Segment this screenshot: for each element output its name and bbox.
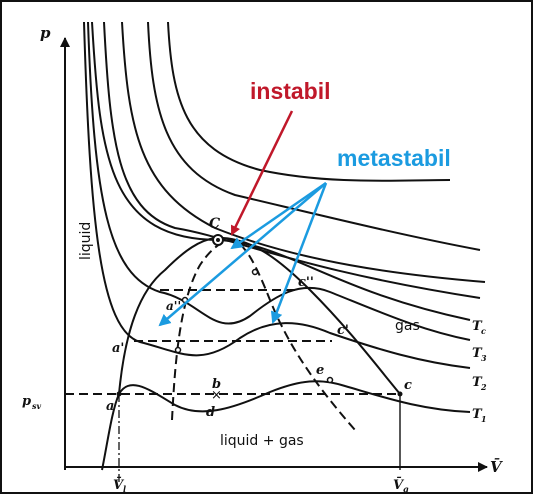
label-C: C xyxy=(209,216,220,232)
label-c: c xyxy=(404,378,412,393)
svg-text:p: p xyxy=(22,394,31,409)
isotherm-high-2 xyxy=(147,21,481,251)
label-t1: T 1 xyxy=(472,407,487,424)
annotation-instabil: instabil xyxy=(250,78,331,104)
svg-text:l: l xyxy=(123,484,126,494)
label-c-prime: c' xyxy=(337,323,349,338)
region-liquid-gas: liquid + gas xyxy=(220,433,304,449)
point-marker-spin-3 xyxy=(251,268,259,276)
point-marker-spin-4 xyxy=(326,376,334,384)
point-marker-c xyxy=(397,391,403,397)
svg-text:1: 1 xyxy=(481,414,487,424)
critical-point-core xyxy=(216,238,220,242)
point-marker-b: × xyxy=(211,388,222,403)
x-axis-label: V̄ xyxy=(490,457,503,476)
svg-text:T: T xyxy=(472,375,483,390)
label-t2: T 2 xyxy=(472,375,487,392)
point-marker-spin-1 xyxy=(174,346,182,354)
svg-text:V̄: V̄ xyxy=(490,457,503,476)
psv-label: p sv xyxy=(22,394,42,411)
svg-text:T: T xyxy=(472,407,483,422)
isotherm-high-4 xyxy=(103,21,481,299)
region-gas: gas xyxy=(395,318,420,334)
label-e: e xyxy=(316,363,324,378)
spinodal-curve xyxy=(171,238,356,431)
svg-text:g: g xyxy=(403,484,409,494)
label-a-prime: a' xyxy=(112,341,124,356)
label-b: b xyxy=(212,377,221,392)
y-axis-label: p xyxy=(40,24,51,42)
svg-text:3: 3 xyxy=(481,353,487,363)
svg-text:T: T xyxy=(472,346,483,361)
label-tc: T c xyxy=(472,319,486,336)
v1-label: V̄ l xyxy=(113,476,126,494)
label-c-dprime: c'' xyxy=(298,275,314,290)
isotherm-t1 xyxy=(101,380,471,471)
point-marker-a xyxy=(116,391,122,397)
svg-text:V̄: V̄ xyxy=(393,476,405,493)
vg-label: V̄ g xyxy=(393,476,409,494)
isotherm-high-1 xyxy=(167,21,451,182)
arrow-metastabil-2 xyxy=(270,182,328,324)
arrow-instabil xyxy=(230,110,294,236)
svg-text:sv: sv xyxy=(32,401,42,411)
region-liquid: liquid xyxy=(78,222,94,260)
label-d: d xyxy=(206,405,215,420)
annotation-metastabil: metastabil xyxy=(337,145,451,171)
svg-text:c: c xyxy=(481,326,486,336)
isotherm-t2 xyxy=(83,21,471,369)
arrow-metastabil-1 xyxy=(158,182,327,327)
binodal-curve xyxy=(118,236,401,395)
label-t3: T 3 xyxy=(472,346,487,363)
isotherm-t3 xyxy=(87,21,471,341)
label-a: a xyxy=(106,399,114,414)
label-a-dprime: a'' xyxy=(166,299,181,313)
isotherm-high-3 xyxy=(121,21,486,283)
svg-text:T: T xyxy=(472,319,483,334)
svg-text:2: 2 xyxy=(480,382,487,392)
svg-text:V̄: V̄ xyxy=(113,476,125,493)
arrow-metastabil-3 xyxy=(230,181,327,250)
